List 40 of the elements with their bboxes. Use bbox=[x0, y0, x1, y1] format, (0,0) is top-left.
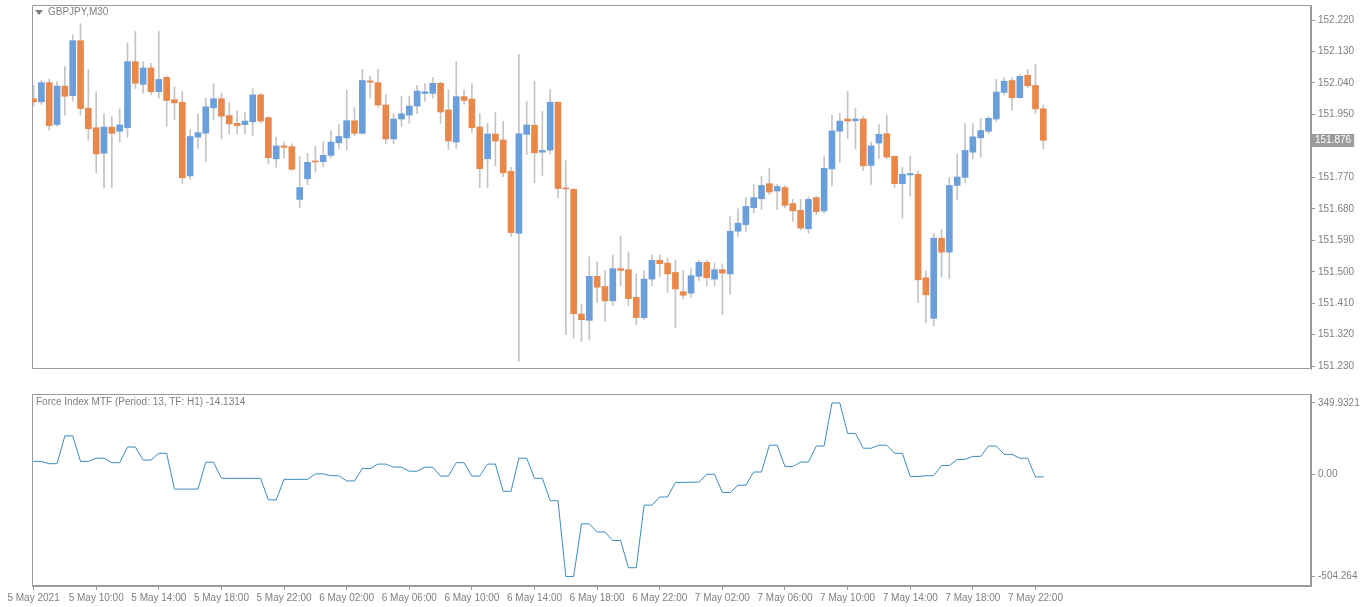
x-tick-label: 7 May 22:00 bbox=[1007, 591, 1064, 603]
y-tick-label: -504.264 bbox=[1318, 570, 1358, 582]
chart-title: GBPJPY,M30 bbox=[48, 6, 109, 18]
x-tick-label: 7 May 18:00 bbox=[945, 591, 1001, 603]
y-tick-label: 152.220 bbox=[1318, 13, 1355, 25]
y-tick-label: 151.500 bbox=[1318, 265, 1355, 277]
x-tick-label: 5 May 22:00 bbox=[256, 591, 312, 603]
chart-title: Force Index MTF (Period: 13, TF: H1) -14.1314 bbox=[36, 396, 246, 408]
x-tick-label: 7 May 14:00 bbox=[882, 591, 939, 603]
candlestick bbox=[155, 31, 163, 99]
x-tick-label: 5 May 14:00 bbox=[131, 591, 187, 603]
y-tick-label: 151.230 bbox=[1318, 359, 1355, 371]
x-tick-label: 7 May 02:00 bbox=[694, 591, 751, 603]
x-tick-label: 6 May 18:00 bbox=[569, 591, 626, 603]
x-tick-label: 6 May 06:00 bbox=[381, 591, 438, 603]
y-tick-label: 151.410 bbox=[1318, 297, 1355, 309]
candlestick bbox=[296, 156, 304, 208]
annotation: 151.876 bbox=[1315, 134, 1352, 146]
y-tick-label: 349.9321 bbox=[1318, 396, 1360, 408]
candlestick bbox=[679, 270, 687, 300]
x-tick-label: 7 May 06:00 bbox=[757, 591, 813, 603]
x-tick-label: 5 May 2021 bbox=[7, 591, 61, 603]
y-tick-label: 151.320 bbox=[1318, 328, 1355, 340]
candlestick bbox=[61, 66, 69, 116]
x-tick-label: 5 May 18:00 bbox=[193, 591, 250, 603]
x-tick-label: 6 May 02:00 bbox=[319, 591, 375, 603]
y-tick-label: 151.680 bbox=[1318, 202, 1355, 214]
x-tick-label: 6 May 14:00 bbox=[507, 591, 563, 603]
y-tick-label: 151.590 bbox=[1318, 234, 1355, 246]
x-tick-label: 5 May 10:00 bbox=[68, 591, 125, 603]
y-tick-label: 151.950 bbox=[1318, 108, 1355, 120]
candlestick bbox=[108, 116, 116, 189]
x-tick-label: 7 May 10:00 bbox=[820, 591, 876, 603]
y-tick-label: 151.770 bbox=[1318, 171, 1355, 183]
y-tick-label: 152.130 bbox=[1318, 45, 1355, 57]
x-tick-label: 6 May 22:00 bbox=[632, 591, 688, 603]
candlestick bbox=[773, 184, 781, 210]
y-tick-label: 152.040 bbox=[1318, 76, 1355, 88]
x-tick-label: 6 May 10:00 bbox=[444, 591, 500, 603]
y-tick-label: 0.00 bbox=[1318, 467, 1338, 479]
